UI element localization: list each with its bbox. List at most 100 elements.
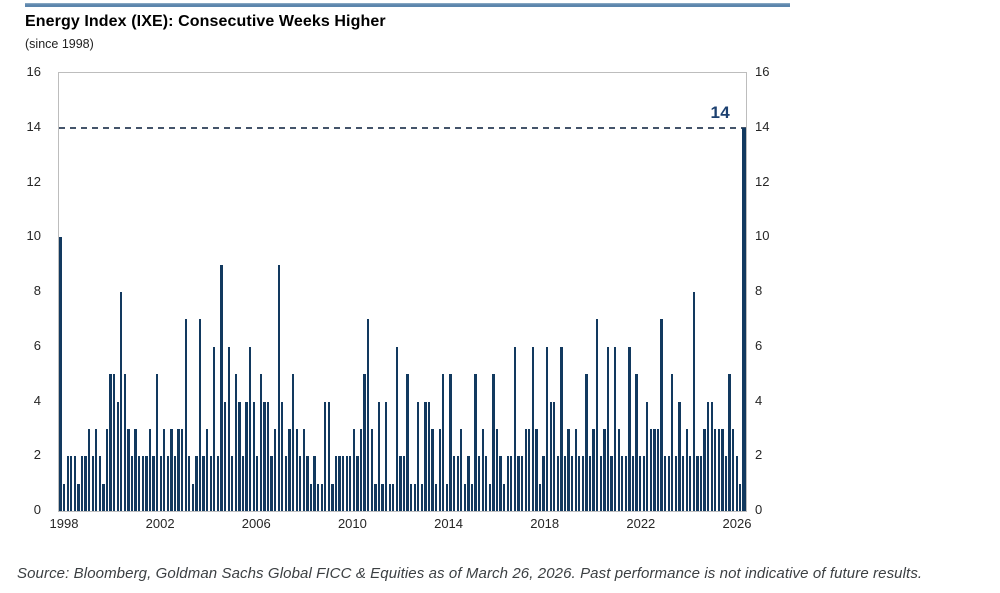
bar <box>152 456 155 511</box>
bar <box>227 346 230 511</box>
bar <box>73 456 76 511</box>
bar <box>592 428 595 511</box>
bar <box>606 346 610 511</box>
x-tick-label: 2002 <box>145 516 175 531</box>
bar <box>177 428 180 511</box>
bar <box>513 346 517 511</box>
bar <box>506 456 509 511</box>
bar <box>145 456 148 511</box>
x-tick-label: 1998 <box>49 516 79 531</box>
bar <box>363 374 366 511</box>
bar <box>238 401 241 511</box>
bar <box>563 456 567 511</box>
bar <box>495 428 499 511</box>
bar <box>545 346 549 511</box>
bar <box>331 483 334 511</box>
bar <box>417 401 420 511</box>
x-tick-label: 2006 <box>241 516 271 531</box>
bar <box>642 456 645 511</box>
bar <box>653 428 656 511</box>
bar <box>492 374 495 511</box>
y-tick-label: 8 <box>755 283 763 298</box>
bar <box>302 428 305 511</box>
bar <box>706 401 710 511</box>
bar <box>356 456 359 511</box>
bar <box>596 319 599 511</box>
bar <box>342 456 345 511</box>
bar <box>216 456 220 511</box>
bar <box>485 456 488 511</box>
bar <box>452 456 456 511</box>
bar <box>399 456 402 511</box>
bar <box>181 428 184 511</box>
bar <box>70 456 73 511</box>
bar <box>367 319 370 511</box>
bar <box>209 456 212 511</box>
y-axis-left: 0 2 4 6 8 10 12 14 16 <box>0 65 50 517</box>
bar <box>427 401 431 511</box>
bar <box>188 456 191 511</box>
bar <box>678 401 681 511</box>
chart-subtitle: (since 1998) <box>25 37 94 51</box>
bar <box>538 483 542 511</box>
bar <box>739 483 742 511</box>
bar <box>696 456 699 511</box>
bar <box>585 374 588 511</box>
bar <box>113 374 116 511</box>
bar <box>395 346 398 511</box>
bar <box>84 456 87 511</box>
bar <box>699 456 703 511</box>
bar <box>524 428 527 511</box>
bar <box>413 483 416 511</box>
bar <box>449 374 452 511</box>
bar <box>481 428 484 511</box>
bar <box>392 483 395 511</box>
bar <box>266 401 270 511</box>
bar <box>549 401 552 511</box>
bar <box>685 428 688 511</box>
bar <box>467 456 470 511</box>
bar <box>166 456 169 511</box>
bar <box>256 456 259 511</box>
bar <box>714 428 717 511</box>
y-tick-label: 12 <box>26 173 41 189</box>
bar <box>155 374 159 511</box>
bar <box>649 428 653 511</box>
bar <box>474 374 477 511</box>
bar <box>402 456 406 511</box>
bar <box>621 456 624 511</box>
bar <box>528 428 531 511</box>
bar <box>574 428 577 511</box>
bar <box>116 401 119 511</box>
bar <box>613 346 617 511</box>
bar <box>102 483 105 511</box>
bar <box>198 319 202 511</box>
y-tick-label: 4 <box>33 392 41 408</box>
bar <box>703 428 706 511</box>
bar <box>309 483 313 511</box>
bar <box>191 483 195 511</box>
bar <box>535 428 538 511</box>
bar <box>316 483 320 511</box>
bar <box>105 428 109 511</box>
bar <box>259 374 262 511</box>
bar <box>667 456 670 511</box>
threshold-dashed-line <box>59 126 746 129</box>
bar <box>66 456 69 511</box>
bar <box>531 346 534 511</box>
bar <box>477 456 481 511</box>
bar <box>352 428 356 511</box>
bar <box>138 456 141 511</box>
bar <box>127 428 130 511</box>
bar <box>435 483 438 511</box>
bar <box>120 292 123 511</box>
bar <box>732 428 735 511</box>
bar <box>109 374 112 511</box>
bar <box>681 456 685 511</box>
bar <box>370 428 373 511</box>
bar <box>674 456 678 511</box>
bar <box>553 401 556 511</box>
bar <box>721 428 724 511</box>
bar <box>213 346 216 511</box>
